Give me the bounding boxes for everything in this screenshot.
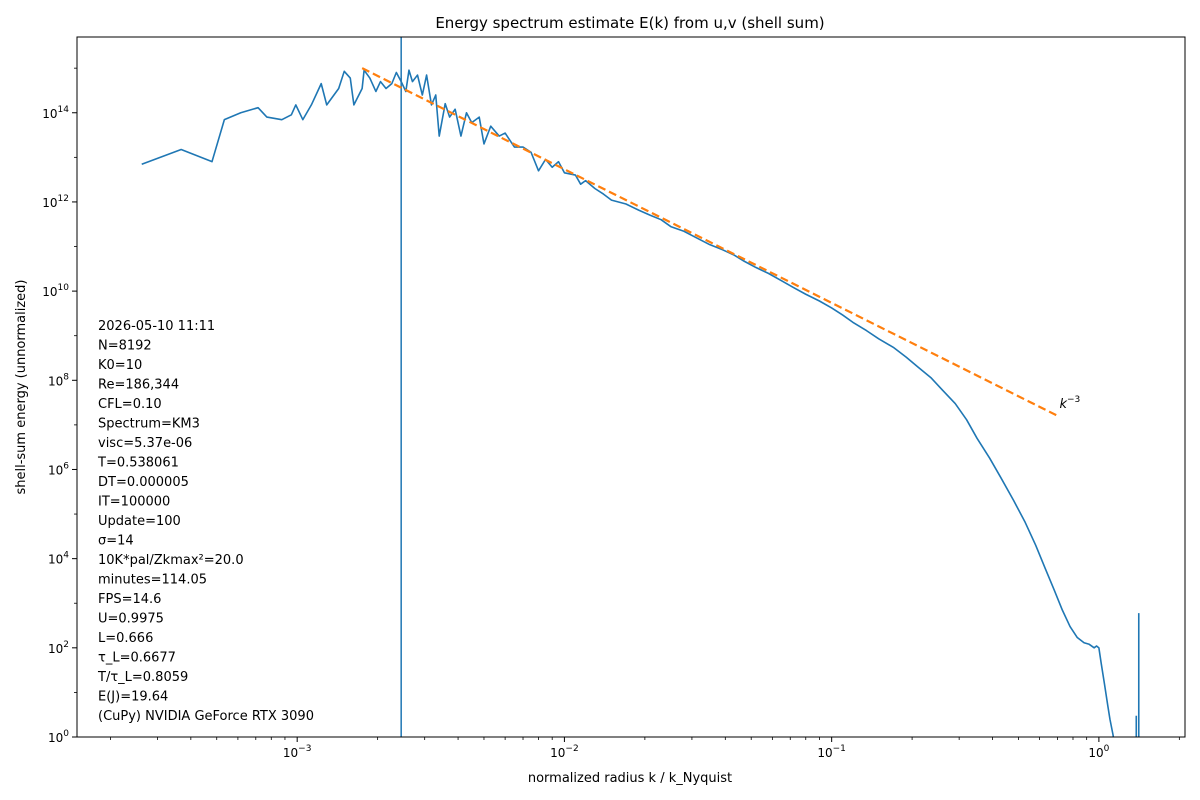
- parameter-line: T/τ_L=0.8059: [97, 670, 188, 685]
- x-axis-label: normalized radius k / k_Nyquist: [528, 771, 732, 786]
- slope-annotation: k−3: [1059, 395, 1080, 412]
- axes-ticks: 10−3 10−2 10−1 100 100 102 104 106 108 1010 1012 10…: [42, 67, 1180, 760]
- parameter-line: CFL=0.10: [98, 397, 162, 412]
- chart-title: Energy spectrum estimate E(k) from u,v (…: [435, 14, 824, 32]
- parameter-line: Update=100: [98, 514, 181, 529]
- k-minus-3-fit-line: [361, 67, 1058, 417]
- y-tick-label: 108: [48, 372, 69, 388]
- parameter-line: σ=14: [98, 534, 134, 549]
- y-axis-label: shell-sum energy (unnormalized): [14, 279, 29, 494]
- plot-area: [141, 37, 1140, 737]
- parameter-line: visc=5.37e-06: [98, 436, 192, 451]
- x-tick-label: 100: [1088, 744, 1109, 760]
- parameter-line: K0=10: [98, 358, 142, 373]
- y-tick-label: 1014: [42, 105, 69, 121]
- parameter-line: (CuPy) NVIDIA GeForce RTX 3090: [98, 709, 314, 724]
- parameter-line: T=0.538061: [97, 456, 179, 471]
- x-tick-label: 10−1: [817, 744, 846, 760]
- y-tick-label: 100: [48, 729, 69, 745]
- parameter-line: DT=0.000005: [98, 475, 189, 490]
- x-tick-label: 10−3: [283, 744, 312, 760]
- y-tick-label: 102: [48, 640, 69, 656]
- run-parameters-text: 2026-05-10 11:11 N=8192 K0=10 Re=186,344 CFL…: [97, 319, 314, 724]
- energy-spectrum-line: [141, 69, 1115, 737]
- y-tick-label: 1012: [42, 194, 69, 210]
- parameter-line: FPS=14.6: [98, 592, 161, 607]
- parameter-line: U=0.9975: [98, 612, 164, 627]
- parameter-line: Spectrum=KM3: [98, 417, 200, 432]
- y-tick-label: 104: [48, 551, 69, 567]
- parameter-line: N=8192: [98, 339, 152, 354]
- parameter-line: E(J)=19.64: [98, 690, 168, 705]
- parameter-line: τ_L=0.6677: [98, 651, 176, 666]
- parameter-line: 10K*pal/Zkmax²=20.0: [98, 553, 244, 568]
- parameter-line: 2026-05-10 11:11: [98, 319, 215, 334]
- parameter-line: L=0.666: [98, 631, 153, 646]
- parameter-line: Re=186,344: [98, 378, 179, 393]
- parameter-line: minutes=114.05: [98, 573, 207, 588]
- y-tick-label: 1010: [42, 283, 69, 299]
- parameter-line: IT=100000: [98, 495, 170, 510]
- x-tick-label: 10−2: [550, 744, 579, 760]
- y-tick-label: 106: [48, 461, 69, 477]
- plot-frame: [76, 36, 1186, 738]
